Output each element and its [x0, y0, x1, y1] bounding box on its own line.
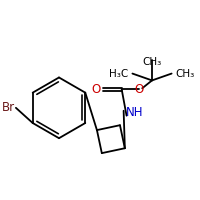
Text: Br: Br: [2, 101, 15, 114]
Text: O: O: [92, 83, 101, 96]
Text: CH₃: CH₃: [142, 57, 162, 67]
Text: NH: NH: [126, 106, 143, 119]
Text: O: O: [135, 83, 144, 96]
Text: CH₃: CH₃: [176, 69, 195, 79]
Text: H₃C: H₃C: [109, 69, 129, 79]
